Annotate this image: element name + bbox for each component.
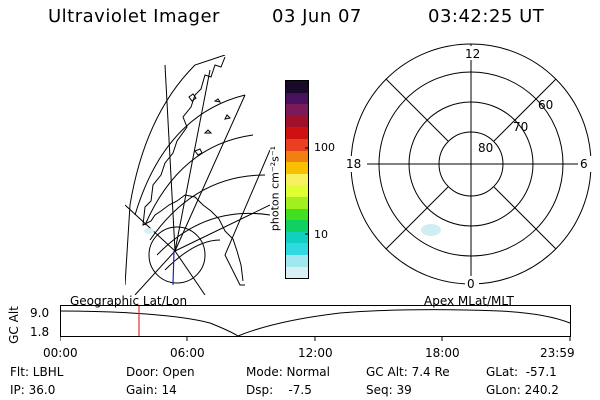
colorbar-stripe [286, 185, 308, 197]
filter-info: Flt: LBHL [10, 365, 64, 379]
meridian-line [174, 94, 246, 252]
alt-max-label: 9.0 [30, 306, 50, 320]
colorbar-stripe [286, 208, 308, 221]
geographic-map [125, 55, 270, 295]
time-tick-0600: 06:00 [170, 346, 205, 360]
latitude-arc [149, 174, 266, 241]
latitude-arc [134, 94, 246, 216]
lat-label-80: 80 [478, 141, 494, 155]
gc-alt-info: GC Alt: 7.4 Re [366, 365, 450, 379]
date-label: 03 Jun 07 [272, 6, 362, 27]
timeline-right-label: Apex MLat/MLT [424, 294, 514, 308]
mlt-label-6: 6 [580, 157, 588, 171]
colorbar-stripe [286, 220, 308, 232]
mlt-diagonal [493, 78, 557, 142]
seq-info: Seq: 39 [366, 383, 412, 397]
color-bar-ticks [305, 147, 309, 235]
meridian-line [125, 204, 176, 252]
mlt-label-12: 12 [465, 47, 481, 61]
meridian-line [164, 64, 176, 252]
meridian-line [174, 69, 211, 252]
colorbar-stripe [286, 231, 308, 244]
altitude-timeline [60, 305, 571, 341]
glon-info: GLon: 240.2 [486, 383, 559, 397]
lat-label-60: 60 [538, 98, 554, 112]
lat-label-70: 70 [513, 120, 529, 134]
colorbar-stripe [286, 196, 308, 209]
mlt-diagonal [493, 186, 557, 250]
gc-alt-axis-label: GC Alt [7, 306, 21, 344]
timeline-left-label: Geographic Lat/Lon [70, 294, 188, 308]
colorbar-stripe [286, 162, 308, 174]
colorbar-stripe [286, 173, 308, 186]
colorbar-stripe [286, 138, 308, 151]
alt-min-label: 1.8 [30, 325, 50, 339]
aurora-emission [421, 224, 441, 236]
colorbar-stripe [286, 243, 308, 255]
colorbar-stripe [286, 127, 308, 139]
latitude-arc [144, 134, 254, 226]
time-tick-1200: 12:00 [298, 346, 333, 360]
colorbar-stripe [286, 150, 308, 163]
mode-info: Mode: Normal [246, 365, 330, 379]
gain-info: Gain: 14 [126, 383, 177, 397]
color-bar [285, 80, 309, 279]
colorbar-unit-label: photon cm⁻²s⁻¹ [268, 145, 282, 232]
time-tick-2359: 23:59 [540, 346, 575, 360]
glat-info: GLat: -57.1 [486, 365, 557, 379]
mlt-diagonal [385, 78, 449, 142]
mlt-label-18: 18 [346, 157, 362, 171]
time-tick-1800: 18:00 [425, 346, 460, 360]
polar-mlt-plot [345, 43, 594, 292]
dsp-info: Dsp: -7.5 [246, 383, 312, 397]
latitude-arc [164, 239, 221, 271]
colorbar-stripe [286, 92, 308, 105]
colorbar-stripe [286, 254, 308, 267]
mlt-label-0: 0 [467, 277, 475, 291]
meridian-line [174, 204, 270, 252]
altitude-curve [60, 309, 571, 337]
door-info: Door: Open [126, 365, 195, 379]
ip-info: IP: 36.0 [10, 383, 56, 397]
instrument-title: Ultraviolet Imager [48, 6, 220, 27]
time-tick-0000: 00:00 [43, 346, 78, 360]
colorbar-tick-10: 10 [314, 228, 328, 241]
colorbar-stripe [286, 115, 308, 128]
colorbar-stripe [286, 81, 308, 93]
colorbar-tick-100: 100 [314, 141, 335, 154]
colorbar-stripe [286, 104, 308, 116]
colorbar-stripe [286, 266, 308, 279]
local-circle [148, 226, 206, 284]
time-label: 03:42:25 UT [428, 6, 545, 27]
meridian-line [174, 250, 206, 295]
mlt-diagonal [385, 186, 449, 250]
coastline [142, 56, 244, 282]
satellite-track [172, 250, 175, 286]
